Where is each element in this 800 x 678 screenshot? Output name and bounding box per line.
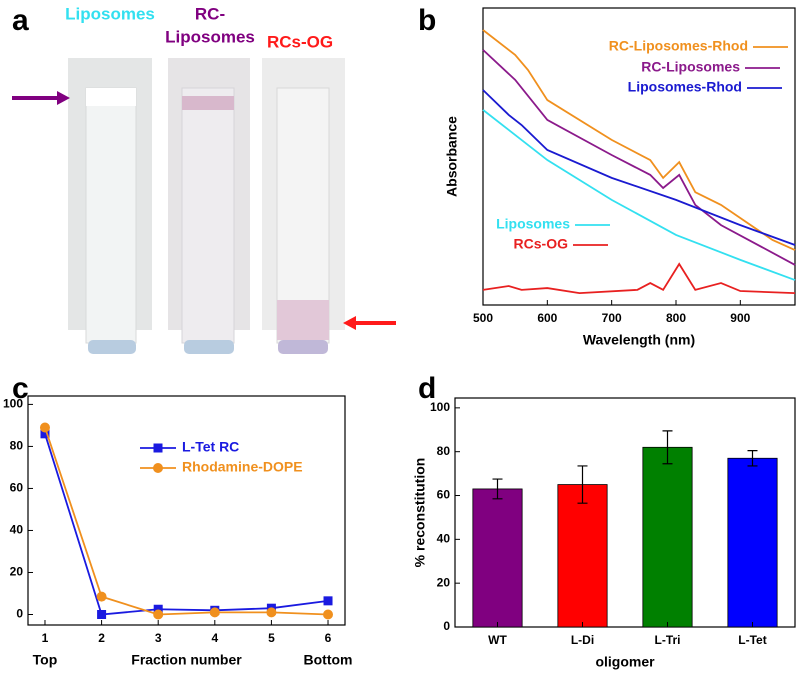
x-axis-end-label: Top: [33, 652, 58, 668]
marker: [323, 609, 334, 620]
x-tick-label: 900: [730, 311, 750, 325]
line-series: [44, 433, 329, 616]
line-series: [44, 427, 329, 616]
y-tick-label: 20: [437, 575, 451, 589]
x-axis-label: oligomer: [595, 654, 655, 670]
x-tick-label: WT: [488, 633, 507, 647]
plot-frame: [454, 397, 796, 628]
bar: [472, 488, 523, 628]
marker: [39, 422, 50, 433]
tube-cap: [184, 340, 234, 354]
tube-cap: [278, 340, 328, 354]
x-tick-label: L-Tet: [738, 633, 766, 647]
line-series: [482, 29, 796, 251]
error-bar: [662, 430, 673, 465]
y-tick-label: 80: [10, 439, 24, 453]
error-bar: [747, 449, 758, 467]
x-tick-label: 1: [42, 631, 49, 645]
tube-label: RC-: [195, 4, 225, 23]
line-series: [482, 262, 796, 295]
tube: [85, 87, 137, 344]
x-tick-label: 600: [537, 311, 557, 325]
tube-band: [86, 88, 136, 106]
x-tick-label: 3: [155, 631, 162, 645]
y-tick-label: 100: [430, 400, 450, 414]
y-axis-label: % reconstitution: [412, 458, 428, 568]
x-axis-label: Wavelength (nm): [583, 332, 695, 348]
x-tick-label: 700: [602, 311, 622, 325]
y-tick-label: 20: [10, 565, 24, 579]
marker: [209, 607, 220, 618]
tube-band: [277, 300, 329, 340]
x-axis-end-label: Bottom: [304, 652, 353, 668]
error-bar: [577, 465, 588, 504]
x-tick-label: 800: [666, 311, 686, 325]
tube-band: [182, 96, 234, 110]
panel-label: c: [12, 372, 29, 405]
plot-frame: [482, 7, 796, 306]
x-tick-label: 2: [98, 631, 105, 645]
y-tick-label: 40: [10, 523, 24, 537]
marker: [40, 429, 50, 439]
x-axis-label: Fraction number: [131, 652, 242, 668]
bar: [642, 446, 693, 628]
tube-label: RCs-OG: [267, 32, 333, 51]
y-tick-label: 40: [437, 532, 451, 546]
bar: [557, 484, 608, 628]
bar: [727, 457, 778, 628]
plot-frame: [27, 395, 346, 626]
photo-panel: [12, 58, 396, 354]
line-series: [482, 49, 796, 266]
y-axis-label: Absorbance: [444, 116, 460, 197]
arrow-head: [343, 316, 356, 330]
legend-label: Rhodamine-DOPE: [182, 459, 303, 475]
marker: [153, 443, 163, 453]
y-tick-label: 0: [443, 619, 450, 633]
marker: [153, 463, 163, 473]
line-series: [482, 89, 796, 246]
legend-label: Liposomes: [496, 216, 570, 232]
marker: [323, 596, 333, 606]
marker: [97, 609, 107, 619]
x-tick-label: 500: [473, 311, 493, 325]
line-series: [482, 109, 796, 281]
error-bar: [492, 478, 503, 500]
tube-label: Liposomes: [65, 4, 155, 23]
y-axis-label: % of total in fraction: [0, 443, 1, 578]
marker: [96, 591, 107, 602]
legend-label: RC-Liposomes: [641, 59, 740, 75]
legend-label: RC-Liposomes-Rhod: [609, 38, 748, 54]
tube-cap: [88, 340, 136, 354]
x-tick-label: L-Tri: [655, 633, 681, 647]
panel-label: b: [418, 4, 436, 37]
x-tick-label: 5: [268, 631, 275, 645]
tube-label: Liposomes: [165, 27, 255, 46]
panel-label: d: [418, 372, 436, 405]
marker: [153, 609, 164, 620]
x-tick-label: L-Di: [571, 633, 594, 647]
marker: [153, 604, 163, 614]
y-tick-label: 0: [16, 607, 23, 621]
y-tick-label: 60: [10, 481, 24, 495]
marker: [266, 607, 277, 618]
legend-label: RCs-OG: [514, 236, 569, 252]
y-tick-label: 80: [437, 444, 451, 458]
y-tick-label: 60: [437, 488, 451, 502]
x-tick-label: 4: [211, 631, 218, 645]
x-tick-label: 6: [325, 631, 332, 645]
tube: [181, 87, 235, 344]
arrow-head: [57, 91, 70, 105]
legend-label: L-Tet RC: [182, 439, 239, 455]
panel-label: a: [12, 4, 29, 37]
y-tick-label: 100: [3, 397, 23, 411]
legend-label: Liposomes-Rhod: [628, 79, 742, 95]
